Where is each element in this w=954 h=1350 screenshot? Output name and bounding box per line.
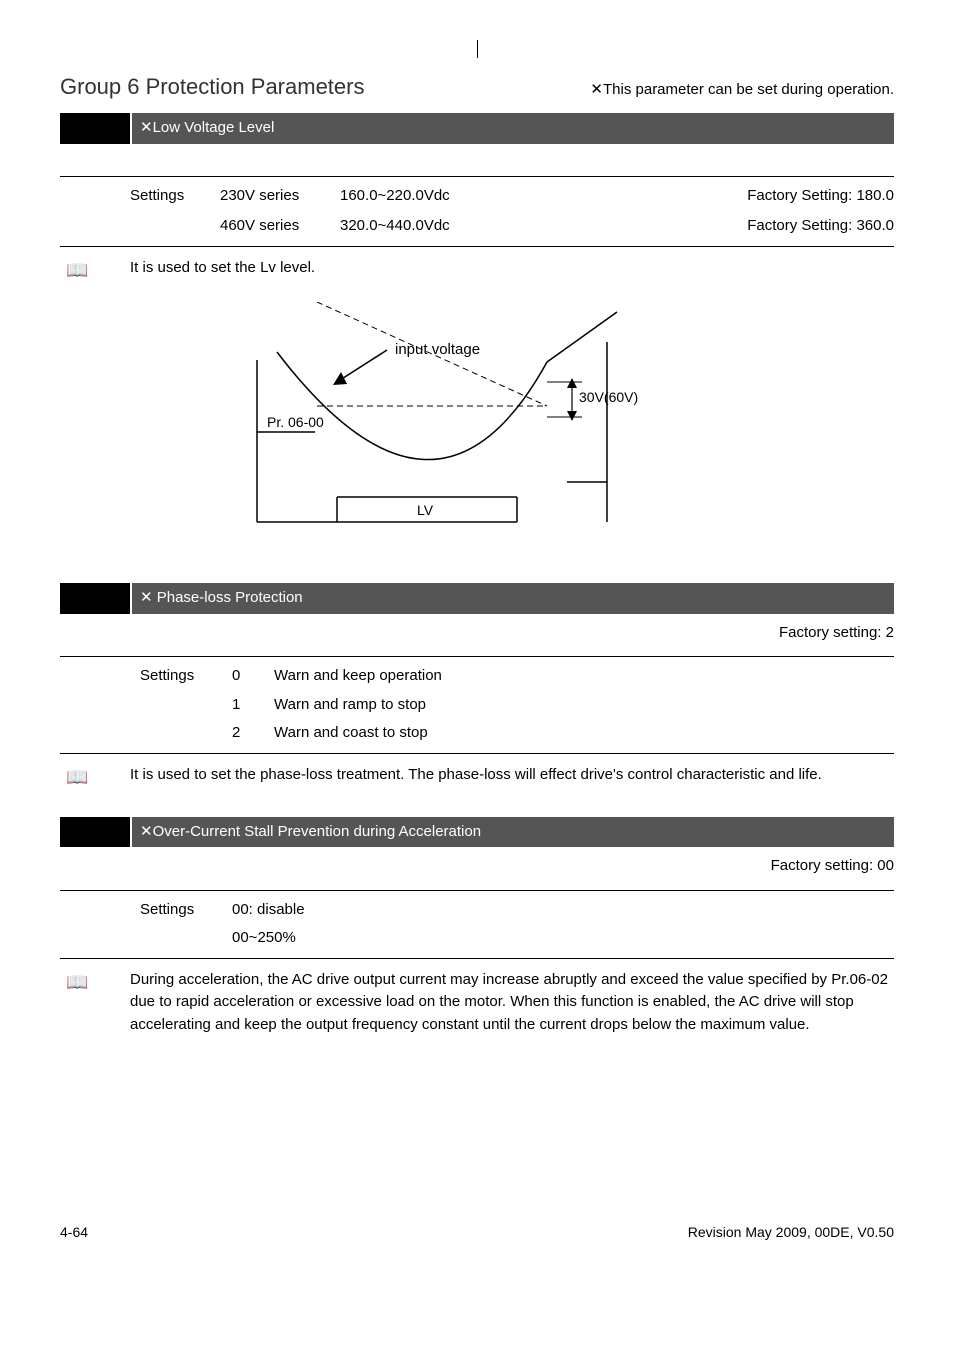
note-text: This parameter can be set during operati… — [603, 81, 894, 98]
opt-t-3b: 00~250% — [224, 925, 313, 952]
arrow-head — [333, 372, 347, 385]
section-bar-oc: ✕Over-Current Stall Prevention during Ac… — [60, 817, 894, 848]
footer-right: Revision May 2009, 00DE, V0.50 — [688, 1222, 894, 1243]
page-title: Group 6 Protection Parameters — [60, 70, 364, 103]
arrow-line — [337, 350, 387, 382]
section-bar-phase: ✕ Phase-loss Protection — [60, 583, 894, 614]
top-center-mark — [477, 40, 478, 58]
settings-label-2: Settings — [132, 663, 222, 690]
page-header: Group 6 Protection Parameters ✕This para… — [60, 70, 894, 103]
lv-diagram-svg: input voltage Pr. 06-00 LV 30V(60V) — [217, 302, 737, 552]
note-prefix: ✕ — [590, 81, 603, 98]
note-row-2: 📖 It is used to set the phase-loss treat… — [60, 758, 894, 797]
lv-figure: input voltage Pr. 06-00 LV 30V(60V) — [60, 302, 894, 560]
note-text-1: It is used to set the Lv level. — [130, 257, 894, 280]
note-text-3: During acceleration, the AC drive output… — [130, 969, 894, 1037]
lv-box-placeholder — [287, 502, 597, 528]
divider — [60, 246, 894, 247]
divider — [60, 656, 894, 657]
range-230: 160.0~220.0Vdc — [340, 185, 674, 208]
divider — [60, 958, 894, 959]
opt-t-1: Warn and ramp to stop — [266, 692, 450, 719]
range-arrow-up — [567, 378, 577, 388]
bar-title-3: ✕Over-Current Stall Prevention during Ac… — [130, 817, 894, 848]
input-voltage-label: input voltage — [395, 341, 480, 358]
settings-row-3a: Settings 00: disable — [132, 897, 313, 924]
settings-label-3: Settings — [132, 897, 222, 924]
opt-t-2: Warn and coast to stop — [266, 720, 450, 747]
opt-n-2: 2 — [224, 720, 264, 747]
settings-row-2c: 2 Warn and coast to stop — [132, 720, 450, 747]
settings-row-1b: 460V series 320.0~440.0Vdc Factory Setti… — [60, 211, 894, 242]
section-bar-lv: ✕Low Voltage Level — [60, 113, 894, 144]
factory-230: Factory Setting: 180.0 — [674, 185, 894, 208]
lv-label: LV — [417, 502, 434, 518]
bar-black-1 — [60, 113, 130, 144]
settings-row-3b: 00~250% — [132, 925, 313, 952]
divider — [60, 890, 894, 891]
label-settings: Settings — [130, 185, 220, 208]
param-note: ✕This parameter can be set during operat… — [590, 79, 894, 102]
book-icon: 📖 — [60, 257, 130, 284]
divider — [60, 176, 894, 177]
note-row-3: 📖 During acceleration, the AC drive outp… — [60, 963, 894, 1043]
series-230: 230V series — [220, 185, 340, 208]
range-460: 320.0~440.0Vdc — [340, 215, 674, 238]
opt-t-0: Warn and keep operation — [266, 663, 450, 690]
settings-row-2b: 1 Warn and ramp to stop — [132, 692, 450, 719]
label-blank — [130, 215, 220, 238]
page-footer: 4-64 Revision May 2009, 00DE, V0.50 — [60, 1222, 894, 1243]
opt-t-3a: 00: disable — [224, 897, 313, 924]
note-row-1: 📖 It is used to set the Lv level. — [60, 251, 894, 290]
range-arrow-down — [567, 411, 577, 421]
divider — [60, 753, 894, 754]
v-label: 30V(60V) — [579, 389, 638, 405]
book-icon: 📖 — [60, 969, 130, 996]
note-text-2: It is used to set the phase-loss treatme… — [130, 764, 894, 787]
bar-title-2: ✕ Phase-loss Protection — [130, 583, 894, 614]
factory-2: Factory setting: 2 — [60, 614, 894, 653]
settings-row-1a: Settings 230V series 160.0~220.0Vdc Fact… — [60, 181, 894, 212]
bar-black-3 — [60, 817, 130, 848]
series-460: 460V series — [220, 215, 340, 238]
factory-460: Factory Setting: 360.0 — [674, 215, 894, 238]
settings-table-3: Settings 00: disable 00~250% — [60, 895, 894, 954]
book-icon: 📖 — [60, 764, 130, 791]
footer-left: 4-64 — [60, 1222, 88, 1243]
settings-row-2a: Settings 0 Warn and keep operation — [132, 663, 450, 690]
factory-3: Factory setting: 00 — [60, 847, 894, 886]
bar-black-2 — [60, 583, 130, 614]
opt-n-0: 0 — [224, 663, 264, 690]
pr-label: Pr. 06-00 — [267, 414, 324, 430]
opt-n-1: 1 — [224, 692, 264, 719]
settings-table-2: Settings 0 Warn and keep operation 1 War… — [60, 661, 894, 749]
bar-title-1: ✕Low Voltage Level — [130, 113, 894, 144]
